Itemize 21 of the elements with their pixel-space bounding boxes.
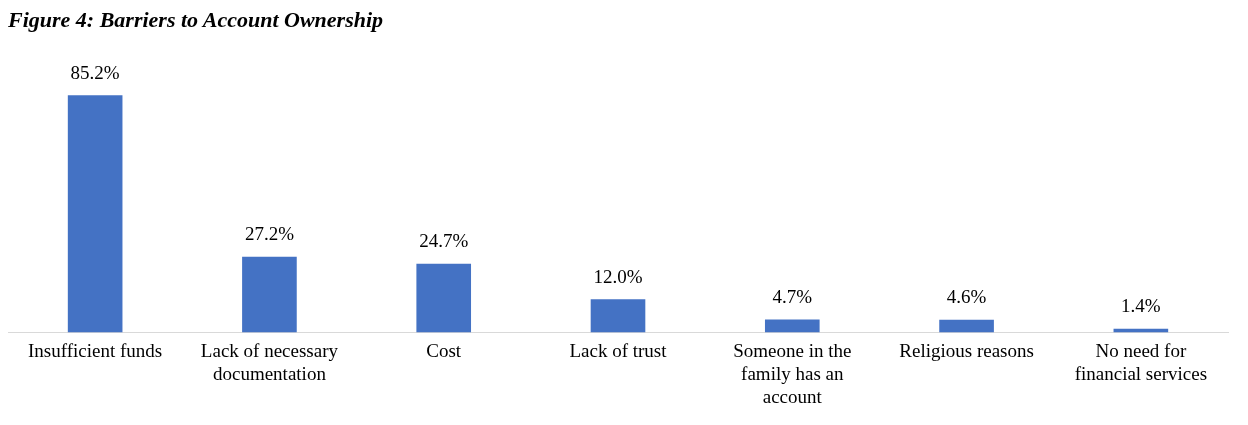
x-tick-label: Lack of trust <box>569 339 668 361</box>
x-tick-label: No need for financial services <box>1074 339 1208 384</box>
bar <box>939 319 994 333</box>
x-tick-label: Someone in the family has an account <box>733 339 852 407</box>
x-tick-label: Religious reasons <box>899 339 1034 361</box>
x-tick-label: Lack of necessary documentation <box>200 339 339 384</box>
bar <box>764 319 820 333</box>
data-label: 1.4% <box>1121 295 1161 317</box>
x-tick-label: Insufficient funds <box>28 339 163 361</box>
data-label: 24.7% <box>419 230 469 252</box>
data-label: 85.2% <box>70 61 120 83</box>
bar <box>242 256 297 333</box>
data-label: 4.7% <box>772 286 813 307</box>
chart-title: Figure 4: Barriers to Account Ownership <box>8 7 385 32</box>
bar <box>590 299 646 333</box>
data-label: 4.6% <box>946 286 987 308</box>
data-label: 27.2% <box>244 223 295 245</box>
bar <box>416 263 472 333</box>
bar <box>67 95 123 333</box>
x-tick-label: Cost <box>426 339 462 361</box>
data-label: 12.0% <box>593 265 643 287</box>
